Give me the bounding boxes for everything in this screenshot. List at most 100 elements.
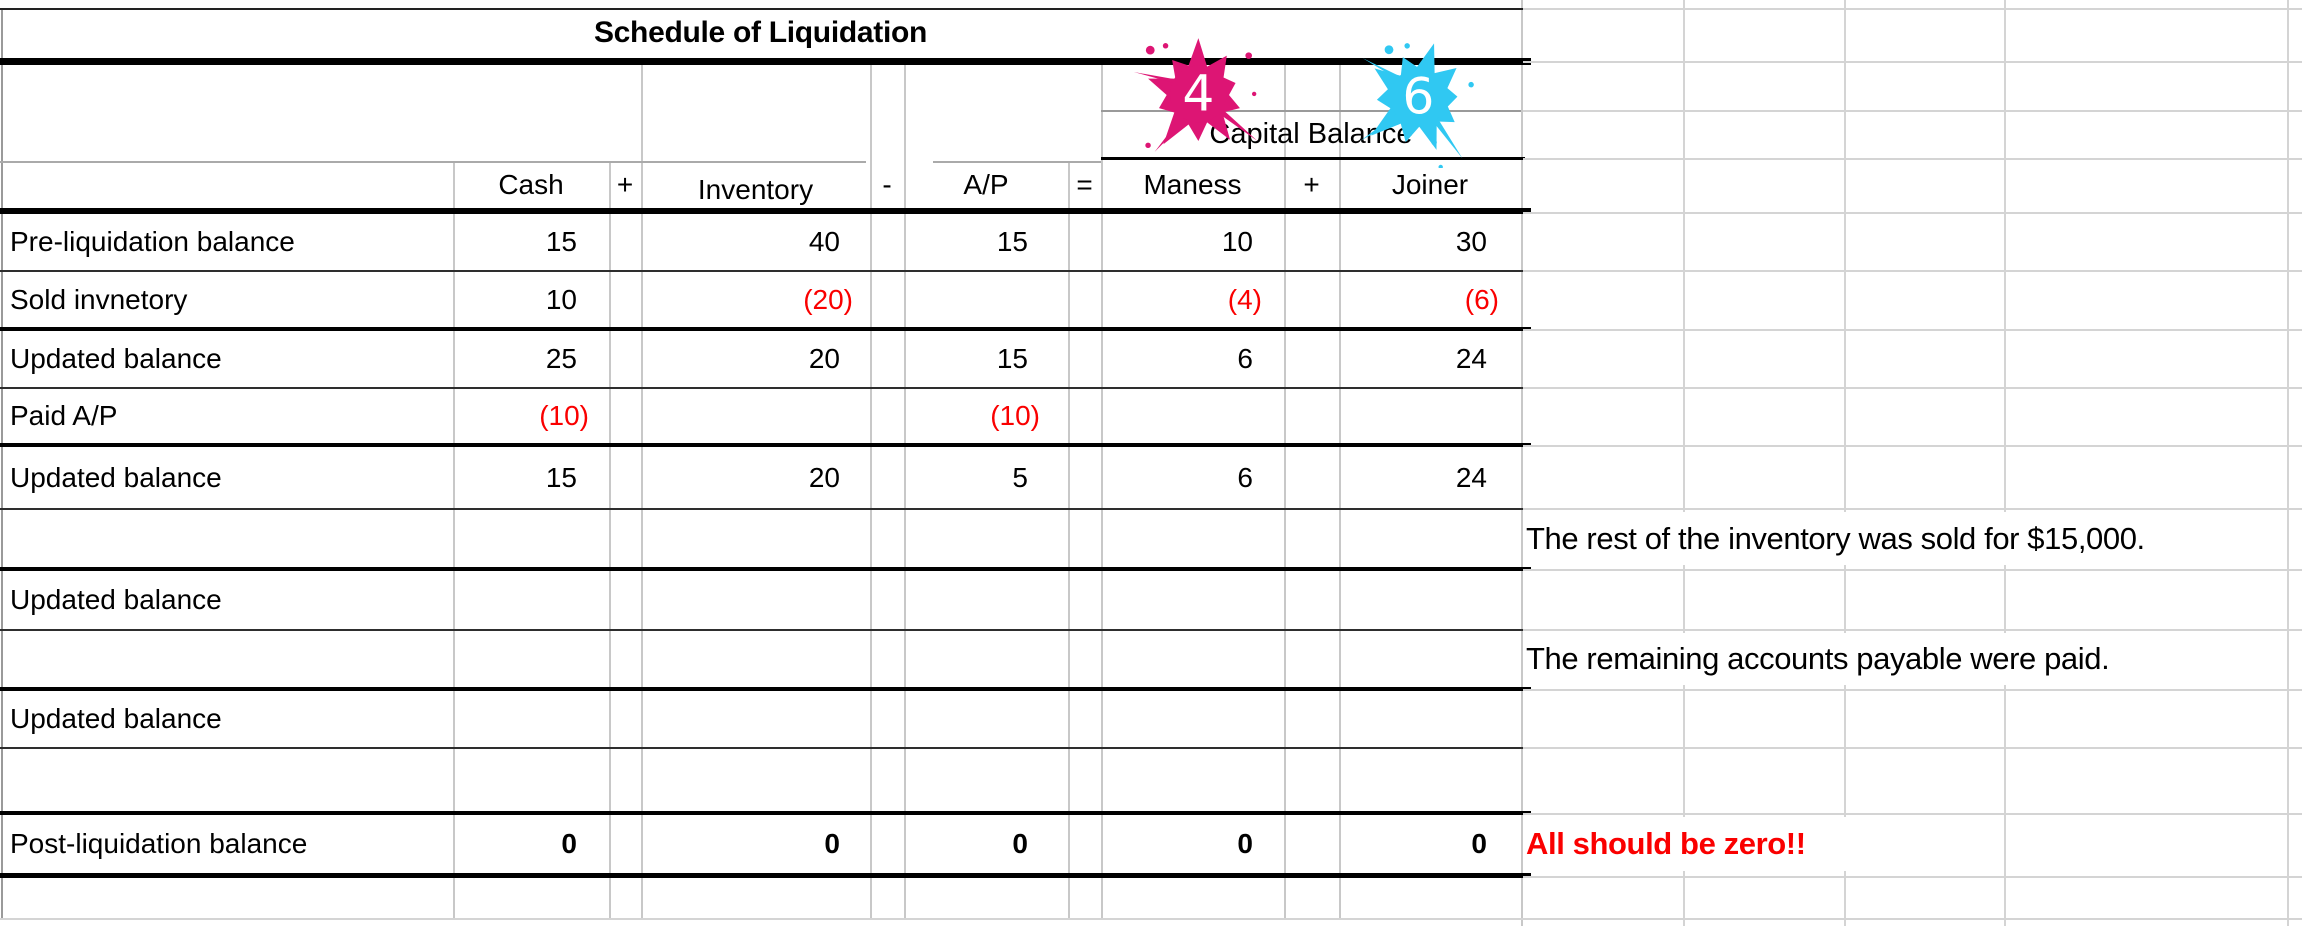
joiner-cell[interactable]: (6) xyxy=(1464,283,1499,315)
ap-cell[interactable]: (10) xyxy=(990,400,1040,431)
joiner-cell[interactable]: 0 xyxy=(1471,828,1487,859)
row-label-cell[interactable] xyxy=(0,510,453,567)
joiner-cell[interactable] xyxy=(1339,691,1521,747)
gridline-horizontal xyxy=(1523,876,2302,878)
header-ap[interactable]: A/P xyxy=(963,169,1009,200)
maness-cell[interactable]: 6 xyxy=(1237,343,1253,374)
gridline-horizontal xyxy=(0,508,1531,510)
inventory-cell[interactable]: 0 xyxy=(824,828,840,859)
gridline-horizontal xyxy=(1523,212,2302,214)
ap-cell[interactable] xyxy=(904,571,1068,629)
header-minus[interactable]: - xyxy=(882,169,892,200)
cell-overflow-mask xyxy=(1523,817,1998,871)
inventory-cell[interactable] xyxy=(641,389,870,443)
cash-cell[interactable]: (10) xyxy=(539,400,589,431)
row-label-cell[interactable]: Post-liquidation balance xyxy=(10,828,308,859)
maness-cell[interactable] xyxy=(1101,389,1284,443)
gridline-vertical xyxy=(609,162,611,918)
splat-shape xyxy=(1360,43,1474,170)
gridline-horizontal xyxy=(0,918,2302,920)
gridline-vertical xyxy=(904,65,906,918)
table-row-updated-balance-3: Updated balance xyxy=(0,571,1521,629)
cash-cell[interactable]: 15 xyxy=(545,461,577,493)
badge-number-maness: 4 xyxy=(1182,63,1214,122)
maness-cell[interactable]: (4) xyxy=(1227,283,1262,315)
row-label-cell[interactable] xyxy=(0,749,453,811)
badge-maness-splat[interactable]: 4 xyxy=(1130,25,1258,170)
joiner-cell[interactable]: 24 xyxy=(1455,461,1487,493)
inventory-cell[interactable]: 20 xyxy=(808,343,840,374)
joiner-cell[interactable]: 24 xyxy=(1455,343,1487,374)
ap-cell[interactable]: 0 xyxy=(1012,828,1028,859)
inventory-cell[interactable] xyxy=(641,571,870,629)
row-label-cell[interactable]: Pre-liquidation balance xyxy=(10,226,295,257)
gridline-horizontal xyxy=(0,687,1531,691)
cash-cell[interactable] xyxy=(453,691,609,747)
sheet-title-cell[interactable]: Schedule of Liquidation xyxy=(593,16,928,49)
row-label-cell[interactable]: Sold invnetory xyxy=(10,283,188,315)
joiner-cell[interactable]: 30 xyxy=(1455,226,1487,257)
gridline-horizontal xyxy=(1101,110,1521,112)
table-row-blank-3 xyxy=(0,749,1521,811)
gridline-horizontal xyxy=(0,747,1531,749)
cell-overflow-mask xyxy=(1523,512,2285,565)
gridline-horizontal xyxy=(1523,61,2302,63)
table-row-updated-balance-2: Updated balance 15 20 5 6 24 xyxy=(0,447,1521,508)
row-label-cell[interactable] xyxy=(0,631,453,687)
table-row-sold-inventory: Sold invnetory 10 (20) (4) (6) xyxy=(0,272,1521,327)
ap-cell[interactable]: 5 xyxy=(1012,461,1028,493)
ap-cell[interactable]: 15 xyxy=(996,343,1028,374)
gridline-horizontal xyxy=(933,161,1101,163)
header-cash[interactable]: Cash xyxy=(498,169,564,200)
paint-splat-icon: 6 xyxy=(1360,43,1474,170)
inventory-cell[interactable]: 20 xyxy=(808,461,840,493)
ap-cell[interactable] xyxy=(904,272,1068,327)
note-all-zero[interactable]: All should be zero!! xyxy=(1526,826,1806,861)
row-label-cell[interactable]: Updated balance xyxy=(10,343,222,374)
gridline-horizontal xyxy=(0,567,1531,571)
maness-cell[interactable]: 6 xyxy=(1237,461,1253,493)
ap-cell[interactable] xyxy=(904,691,1068,747)
inventory-cell[interactable]: (20) xyxy=(803,283,853,315)
cash-cell[interactable]: 10 xyxy=(545,283,577,315)
maness-cell[interactable]: 0 xyxy=(1237,828,1253,859)
gridline-horizontal xyxy=(1523,270,2302,272)
gridline-vertical xyxy=(1101,65,1103,918)
maness-cell[interactable] xyxy=(1101,571,1284,629)
inventory-cell[interactable] xyxy=(641,691,870,747)
gridline-horizontal xyxy=(1523,747,2302,749)
joiner-cell[interactable] xyxy=(1339,389,1521,443)
cash-cell[interactable] xyxy=(453,571,609,629)
header-maness[interactable]: Maness xyxy=(1143,169,1242,200)
capital-balance-header-cell[interactable]: Capital Balance xyxy=(1209,118,1413,150)
note-ap-paid[interactable]: The remaining accounts payable were paid… xyxy=(1526,641,2110,676)
badge-joiner-splat[interactable]: 6 xyxy=(1350,28,1478,173)
header-joiner[interactable]: Joiner xyxy=(1391,169,1469,200)
paint-splat-icon: 4 xyxy=(1133,38,1258,152)
joiner-cell[interactable] xyxy=(1339,571,1521,629)
gridline-horizontal xyxy=(1523,569,2302,571)
gridline-horizontal xyxy=(1523,508,2302,510)
gridline-vertical xyxy=(2287,0,2289,926)
splat-shape xyxy=(1133,38,1258,152)
column-header-row: Cash + Inventory - A/P = Maness + Joiner xyxy=(0,162,1521,208)
cash-cell[interactable]: 15 xyxy=(545,226,577,257)
maness-cell[interactable]: 10 xyxy=(1221,226,1253,257)
ap-cell[interactable]: 15 xyxy=(996,226,1028,257)
gridline-horizontal xyxy=(0,161,866,163)
header-plus-1[interactable]: + xyxy=(616,169,634,200)
inventory-cell[interactable]: 40 xyxy=(808,226,840,257)
note-inventory-sale[interactable]: The rest of the inventory was sold for $… xyxy=(1526,520,2145,556)
row-label-cell[interactable]: Updated balance xyxy=(10,461,222,493)
header-equals[interactable]: = xyxy=(1076,169,1093,200)
cash-cell[interactable]: 0 xyxy=(561,828,577,859)
row-label-cell[interactable]: Paid A/P xyxy=(10,400,118,431)
header-plus-2[interactable]: + xyxy=(1303,169,1320,200)
row-label-cell[interactable]: Updated balance xyxy=(10,584,222,615)
cash-cell[interactable]: 25 xyxy=(545,343,577,374)
gridline-horizontal xyxy=(0,387,1531,389)
row-label-cell[interactable]: Updated balance xyxy=(10,703,222,734)
gridline-vertical xyxy=(1068,162,1070,918)
maness-cell[interactable] xyxy=(1101,691,1284,747)
header-inventory[interactable]: Inventory xyxy=(697,174,814,205)
